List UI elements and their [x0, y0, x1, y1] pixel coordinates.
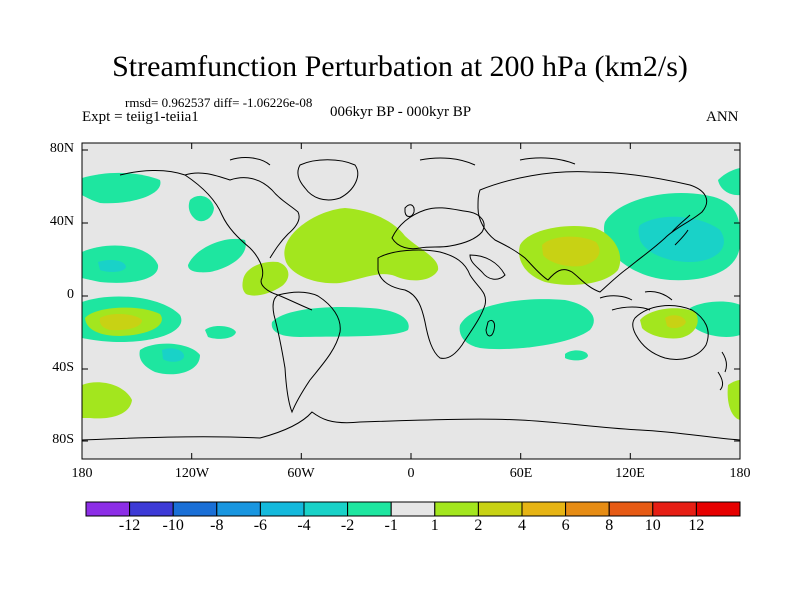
- coast-indonesia: [599, 291, 673, 311]
- coast-south-america: [272, 291, 341, 414]
- colorbar-swatch: [85, 501, 131, 517]
- contour-positive-caribbean: [242, 261, 289, 296]
- contour-negative-sp2-core: [162, 348, 185, 362]
- colorbar-label: 12: [688, 517, 705, 534]
- colorbar-label: 4: [518, 517, 526, 534]
- colorbar-label: 1: [430, 517, 439, 534]
- contour-negative-small-sp: [205, 326, 236, 339]
- contour-negative-arctic-east: [718, 168, 740, 196]
- coast-japan: [671, 214, 691, 246]
- lon-label-0: 0: [407, 466, 415, 481]
- contour-positive-south-pacific-far: [82, 382, 132, 419]
- coast-asia: [477, 171, 708, 293]
- season-label: ANN: [706, 109, 739, 125]
- colorbar-label: -2: [340, 517, 355, 534]
- colorbar-swatch: [129, 501, 174, 517]
- colorbar-label: 8: [605, 517, 614, 534]
- colorbar-label: -6: [253, 517, 268, 534]
- colorbar-label: -4: [297, 517, 311, 534]
- coast-uk: [404, 204, 415, 217]
- colorbar-swatch: [259, 501, 305, 517]
- colorbar-swatch: [216, 501, 261, 517]
- contour-negative-baja: [188, 238, 246, 273]
- colorbar-swatch: [652, 501, 697, 517]
- coast-greenland: [297, 159, 359, 201]
- lon-label-60e: 60E: [509, 466, 533, 481]
- plot-background: [82, 143, 740, 459]
- lat-label-80s: 80S: [52, 432, 74, 447]
- contour-positive-asia-core: [542, 236, 600, 267]
- plot-title: Streamfunction Perturbation at 200 hPa (…: [112, 50, 688, 83]
- period-label: 006kyr BP - 000kyr BP: [330, 104, 472, 120]
- colorbar-swatch: [390, 501, 436, 517]
- colorbar-label: -10: [162, 517, 184, 534]
- axis-ticks: [82, 143, 740, 459]
- colorbar-swatch: [565, 501, 610, 517]
- coast-australia: [632, 305, 709, 360]
- colorbar-label: 2: [474, 517, 483, 534]
- colorbar-label: 6: [561, 517, 570, 534]
- contour-positive-sp-inner: [99, 314, 142, 331]
- lat-label-40s: 40S: [52, 360, 74, 375]
- colorbar-swatch: [695, 501, 741, 517]
- contour-fills: [82, 168, 740, 420]
- colorbar: [85, 501, 741, 517]
- lon-label-120e: 120E: [615, 466, 645, 481]
- contour-negative-small-indian: [565, 350, 588, 361]
- contour-negative-north-pacific-west: [82, 172, 161, 204]
- contour-negative-sw-pacific-east: [690, 301, 740, 337]
- coast-new-zealand: [717, 351, 727, 391]
- contour-negative-nw-pacific-core: [638, 216, 724, 262]
- colorbar-label: -1: [384, 517, 398, 534]
- lat-label-80n: 80N: [49, 141, 74, 156]
- colorbar-swatch: [347, 501, 392, 517]
- coast-antarctica: [82, 411, 740, 441]
- lon-label-60w: 60W: [287, 466, 315, 481]
- contour-negative-indian-ocean: [459, 299, 594, 350]
- contour-negative-hawaii-core: [98, 259, 126, 272]
- colorbar-swatch: [434, 501, 479, 517]
- colorbar-swatch: [521, 501, 567, 517]
- lat-label-0: 0: [67, 287, 74, 302]
- contour-negative-south-atlantic: [271, 306, 409, 337]
- coast-europe: [391, 207, 485, 250]
- contour-negative-ne-pacific: [188, 195, 214, 222]
- lon-label-120w: 120W: [174, 466, 210, 481]
- lon-label-180-east: 180: [729, 466, 751, 481]
- colorbar-label: -12: [118, 517, 141, 534]
- colorbar-label: 10: [644, 517, 661, 534]
- experiment-label: Expt = teiig1-teiia1: [82, 109, 199, 125]
- stats-line: rmsd= 0.962537 diff= -1.06226e-08: [125, 95, 313, 110]
- coastlines: [82, 157, 740, 441]
- colorbar-swatch: [303, 501, 349, 517]
- colorbar-swatch: [172, 501, 218, 517]
- colorbar-swatch: [477, 501, 523, 517]
- contour-positive-australia-core: [665, 315, 686, 329]
- coast-arctic-islands: [229, 157, 576, 166]
- colorbar-swatch: [608, 501, 654, 517]
- colorbar-label: -8: [210, 517, 224, 534]
- contour-positive-southeast-edge: [727, 380, 740, 420]
- coast-arabia: [469, 254, 506, 280]
- coast-madagascar: [485, 319, 495, 337]
- contour-positive-north-atlantic: [284, 208, 439, 284]
- lat-label-40n: 40N: [49, 214, 74, 229]
- lon-label-180-west: 180: [71, 466, 93, 481]
- coast-africa: [377, 249, 487, 359]
